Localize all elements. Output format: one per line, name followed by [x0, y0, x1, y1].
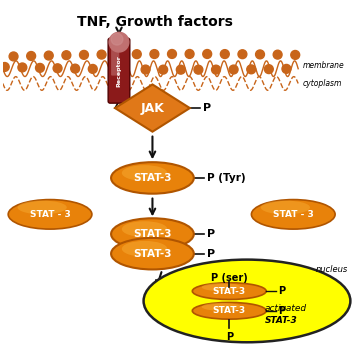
Text: P: P [278, 286, 286, 296]
Circle shape [176, 65, 185, 74]
Ellipse shape [122, 221, 167, 237]
Ellipse shape [17, 200, 67, 214]
Circle shape [220, 50, 229, 58]
Circle shape [141, 65, 150, 74]
Text: membrane: membrane [303, 61, 345, 70]
Circle shape [132, 50, 141, 58]
FancyBboxPatch shape [108, 38, 130, 103]
Text: STAT-3: STAT-3 [133, 249, 172, 259]
Ellipse shape [122, 241, 167, 257]
Text: STAT-3: STAT-3 [133, 229, 172, 239]
Circle shape [18, 63, 27, 72]
Circle shape [88, 64, 97, 73]
Circle shape [9, 52, 18, 61]
Circle shape [264, 65, 273, 73]
Text: STAT-3: STAT-3 [213, 306, 246, 315]
Circle shape [168, 49, 176, 58]
Ellipse shape [111, 238, 194, 269]
Polygon shape [115, 85, 190, 132]
Ellipse shape [202, 283, 241, 291]
Text: cytoplasm: cytoplasm [303, 79, 342, 88]
Circle shape [79, 50, 89, 59]
Circle shape [282, 64, 291, 73]
Text: nucleus: nucleus [316, 264, 348, 274]
Circle shape [62, 51, 71, 60]
Text: STAT-3: STAT-3 [133, 173, 172, 183]
Circle shape [238, 50, 247, 58]
Circle shape [44, 51, 53, 60]
Text: JAK: JAK [140, 102, 164, 114]
Ellipse shape [261, 200, 310, 214]
Text: STAT-3: STAT-3 [213, 287, 246, 295]
Text: P: P [226, 332, 233, 342]
Text: STAT - 3: STAT - 3 [273, 210, 314, 219]
Circle shape [27, 52, 36, 61]
Text: activated: activated [265, 304, 307, 313]
Ellipse shape [144, 260, 350, 342]
FancyBboxPatch shape [111, 43, 119, 76]
Ellipse shape [111, 162, 194, 194]
Circle shape [97, 50, 106, 59]
Circle shape [212, 65, 220, 74]
Circle shape [111, 33, 123, 45]
Text: STAT-3: STAT-3 [265, 316, 297, 325]
Text: TNF, Growth factors: TNF, Growth factors [77, 15, 233, 29]
Text: P: P [203, 103, 211, 113]
Text: STAT - 3: STAT - 3 [30, 210, 70, 219]
Ellipse shape [192, 283, 266, 300]
Text: P (ser): P (ser) [211, 274, 248, 283]
Ellipse shape [192, 302, 266, 319]
Circle shape [273, 50, 282, 59]
Circle shape [0, 63, 9, 71]
Circle shape [185, 49, 194, 58]
Circle shape [229, 65, 238, 74]
Circle shape [109, 32, 129, 52]
Text: Receptor: Receptor [117, 55, 122, 87]
Circle shape [71, 64, 79, 73]
Circle shape [247, 65, 256, 74]
Ellipse shape [202, 303, 241, 311]
Circle shape [53, 64, 62, 73]
Circle shape [36, 63, 44, 72]
Ellipse shape [111, 218, 194, 250]
Ellipse shape [252, 200, 335, 229]
Circle shape [291, 50, 300, 60]
Circle shape [150, 50, 159, 58]
Text: P: P [207, 229, 215, 239]
Ellipse shape [122, 165, 167, 181]
Circle shape [256, 50, 265, 59]
Text: P: P [207, 249, 215, 259]
Text: P (Tyr): P (Tyr) [207, 173, 245, 183]
Text: P: P [278, 306, 286, 316]
Circle shape [203, 49, 212, 58]
Circle shape [194, 65, 203, 74]
Circle shape [159, 65, 168, 74]
Ellipse shape [8, 200, 92, 229]
